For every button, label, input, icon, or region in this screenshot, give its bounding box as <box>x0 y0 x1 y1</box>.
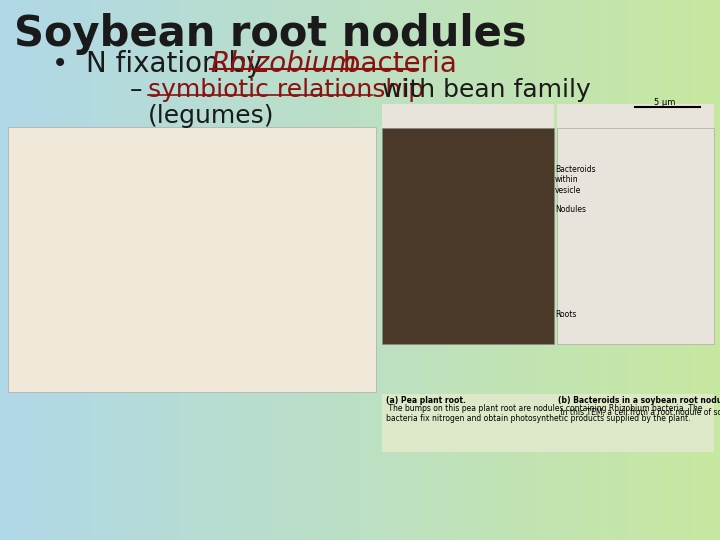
Text: Bacteroids
within
vesicle: Bacteroids within vesicle <box>555 165 595 195</box>
Text: In this TEM, a cell from a root nodule of soybean is filled with bacteroids in v: In this TEM, a cell from a root nodule o… <box>558 408 720 417</box>
Bar <box>8 127 376 392</box>
Text: (legumes): (legumes) <box>148 104 274 128</box>
Text: with bean family: with bean family <box>374 78 590 102</box>
Text: –: – <box>130 78 150 102</box>
Text: symbiotic relationship: symbiotic relationship <box>148 78 424 102</box>
Text: The bumps on this pea plant root are nodules containing Rhizobium bacteria. The : The bumps on this pea plant root are nod… <box>386 404 703 423</box>
Text: Soybean root nodules: Soybean root nodules <box>14 13 526 55</box>
Bar <box>382 394 714 452</box>
Bar <box>382 104 554 128</box>
Text: 5 μm: 5 μm <box>654 98 675 107</box>
Bar <box>557 104 714 128</box>
Text: •  N fixation by: • N fixation by <box>52 50 271 78</box>
Text: (a) Pea plant root.: (a) Pea plant root. <box>386 396 466 405</box>
Bar <box>382 128 554 344</box>
Text: bacteria: bacteria <box>334 50 457 78</box>
Text: Roots: Roots <box>555 310 577 319</box>
Text: Rhizobium: Rhizobium <box>210 50 356 78</box>
Text: (b) Bacteroids in a soybean root nodule.: (b) Bacteroids in a soybean root nodule. <box>558 396 720 405</box>
Bar <box>557 128 714 344</box>
Text: Nodules: Nodules <box>555 205 586 214</box>
